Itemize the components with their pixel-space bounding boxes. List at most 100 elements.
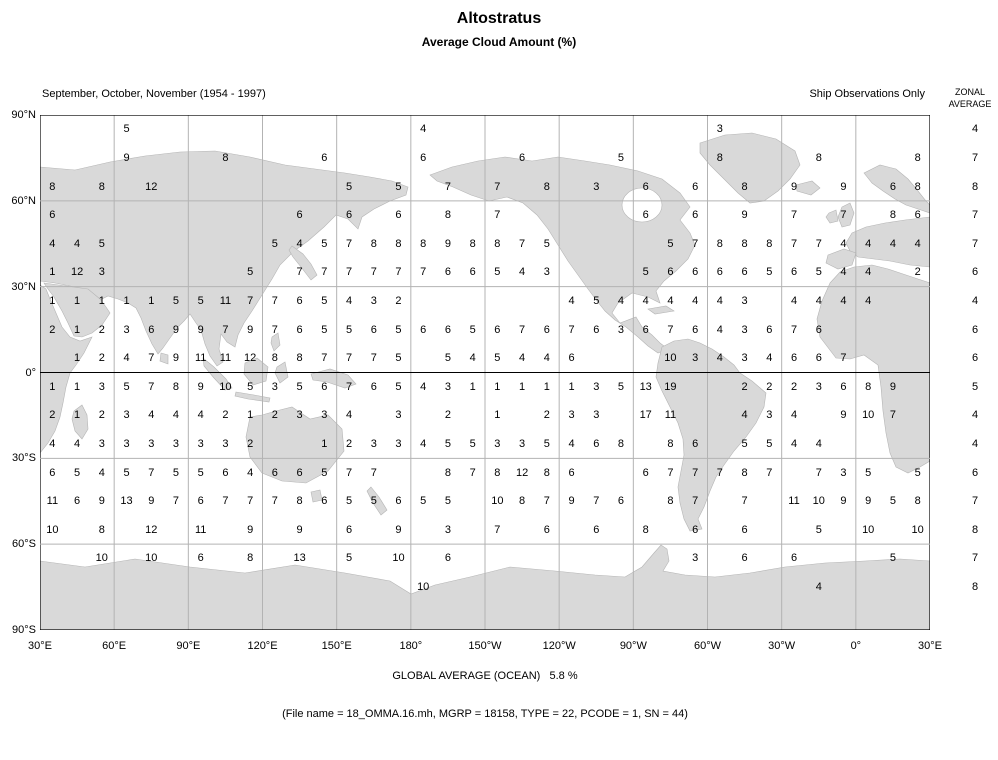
longitude-tick-label: 60°W [693, 640, 722, 652]
grid-cell-value: 5 [444, 438, 451, 451]
grid-cell-value: 6 [692, 323, 699, 336]
grid-cell-value: 3 [766, 409, 773, 422]
grid-cell-value: 3 [716, 123, 723, 136]
grid-cell-value: 5 [395, 380, 402, 393]
grid-cell-value: 5 [889, 552, 896, 565]
grid-cell-value: 2 [98, 409, 105, 422]
grid-cell-value: 2 [543, 409, 550, 422]
grid-cell-value: 3 [593, 409, 600, 422]
grid-cell-value: 4 [865, 237, 872, 250]
grid-cell-value: 7 [321, 352, 328, 365]
grid-cell-value: 4 [345, 409, 353, 422]
longitude-tick-label: 90°W [619, 640, 647, 652]
grid-cell-value: 8 [889, 209, 896, 222]
grid-cell-value: 9 [840, 180, 847, 193]
grid-cell-value: 5 [741, 438, 748, 451]
zonal-average-header: ZONAL AVERAGE [944, 86, 996, 110]
grid-cell-value: 3 [172, 438, 180, 451]
grid-cell-value: 6 [420, 151, 427, 164]
grid-cell-value: 4 [815, 438, 822, 451]
grid-cell-value: 6 [345, 209, 353, 222]
island-greenland [699, 132, 801, 204]
grid-cell-value: 8 [370, 237, 377, 250]
grid-cell-value: 6 [790, 266, 798, 279]
island-japan [288, 245, 318, 281]
grid-cell-value: 5 [123, 380, 130, 393]
longitude-tick-label: 120°E [247, 640, 278, 652]
grid-cell-value: 4 [74, 438, 81, 451]
grid-cell-value: 5 [172, 294, 180, 307]
grid-cell-value: 3 [617, 323, 625, 336]
grid-cell-value: 7 [692, 495, 699, 508]
grid-cell-value: 6 [568, 352, 575, 365]
zonal-header-line1: ZONAL [954, 87, 985, 97]
grid-cell-value: 6 [543, 523, 550, 536]
grid-cell-value: 7 [148, 466, 155, 479]
grid-cell-value: 9 [98, 495, 105, 508]
grid-cell-value: 6 [741, 266, 748, 279]
grid-cell-value: 5 [766, 266, 773, 279]
grid-cell-value: 6 [815, 323, 822, 336]
zonal-average-value: 8 [971, 581, 979, 594]
grid-cell-value: 8 [617, 438, 625, 451]
grid-cell-value: 8 [494, 466, 501, 479]
grid-cell-value: 1 [74, 294, 81, 307]
grid-cell-value: 3 [741, 294, 748, 307]
grid-cell-value: 7 [519, 237, 526, 250]
grid-cell-value: 11 [788, 495, 800, 508]
grid-cell-value: 5 [98, 237, 105, 250]
grid-cell-value: 7 [345, 380, 353, 393]
grid-cell-value: 5 [914, 466, 921, 479]
grid-cell-value: 7 [790, 237, 798, 250]
grid-cell-value: 8 [98, 523, 105, 536]
grid-cell-value: 6 [296, 294, 303, 307]
longitude-tick-label: 180° [399, 640, 423, 652]
grid-cell-value: 6 [296, 209, 303, 222]
grid-cell-value: 10 [145, 552, 158, 565]
grid-cell-value: 7 [345, 266, 353, 279]
grid-cell-value: 2 [766, 380, 773, 393]
grid-cell-value: 8 [543, 180, 550, 193]
observations-source-label: Ship Observations Only [809, 88, 925, 100]
grid-cell-value: 4 [148, 409, 155, 422]
grid-cell-value: 6 [790, 352, 798, 365]
grid-cell-value: 6 [271, 466, 278, 479]
grid-cell-value: 7 [840, 352, 847, 365]
grid-cell-value: 2 [222, 409, 229, 422]
grid-cell-value: 5 [617, 151, 625, 164]
grid-cell-value: 5 [395, 323, 402, 336]
grid-cell-value: 5 [593, 294, 600, 307]
grid-cell-value: 3 [840, 466, 847, 479]
grid-cell-value: 10 [862, 523, 875, 536]
grid-cell-value: 11 [194, 523, 207, 536]
grid-cell-value: 7 [889, 409, 896, 422]
grid-cell-value: 3 [296, 409, 303, 422]
grid-cell-value: 7 [345, 352, 353, 365]
grid-cell-value: 5 [197, 294, 204, 307]
latitude-tick-label: 0° [25, 366, 36, 379]
grid-cell-value: 3 [494, 438, 501, 451]
world-map-graphic [40, 115, 930, 630]
zonal-average-value: 6 [971, 323, 979, 336]
grid-cell-value: 9 [247, 323, 254, 336]
grid-cell-value: 7 [148, 380, 155, 393]
grid-cell-value: 4 [617, 294, 625, 307]
grid-cell-value: 8 [642, 523, 649, 536]
latitude-tick-label: 30°N [11, 280, 36, 293]
file-info-label: (File name = 18_OMMA.16.mh, MGRP = 18158… [282, 708, 688, 720]
grid-cell-value: 5 [123, 123, 130, 136]
grid-cell-value: 4 [716, 294, 723, 307]
grid-cell-value: 4 [49, 237, 56, 250]
grid-cell-value: 7 [444, 180, 451, 193]
grid-cell-value: 6 [667, 266, 674, 279]
island-britain [837, 202, 855, 228]
grid-cell-value: 9 [148, 495, 155, 508]
grid-cell-value: 7 [420, 266, 427, 279]
grid-cell-value: 3 [370, 438, 377, 451]
grid-cell-value: 6 [420, 323, 427, 336]
zonal-average-column: 4 7 8 7 7 6 4 6 6 5 4 4 6 7 8 7 8 [940, 0, 998, 760]
page-subtitle: Average Cloud Amount (%) [421, 35, 577, 49]
grid-cell-value: 7 [494, 523, 501, 536]
grid-cell-value: 8 [766, 237, 773, 250]
